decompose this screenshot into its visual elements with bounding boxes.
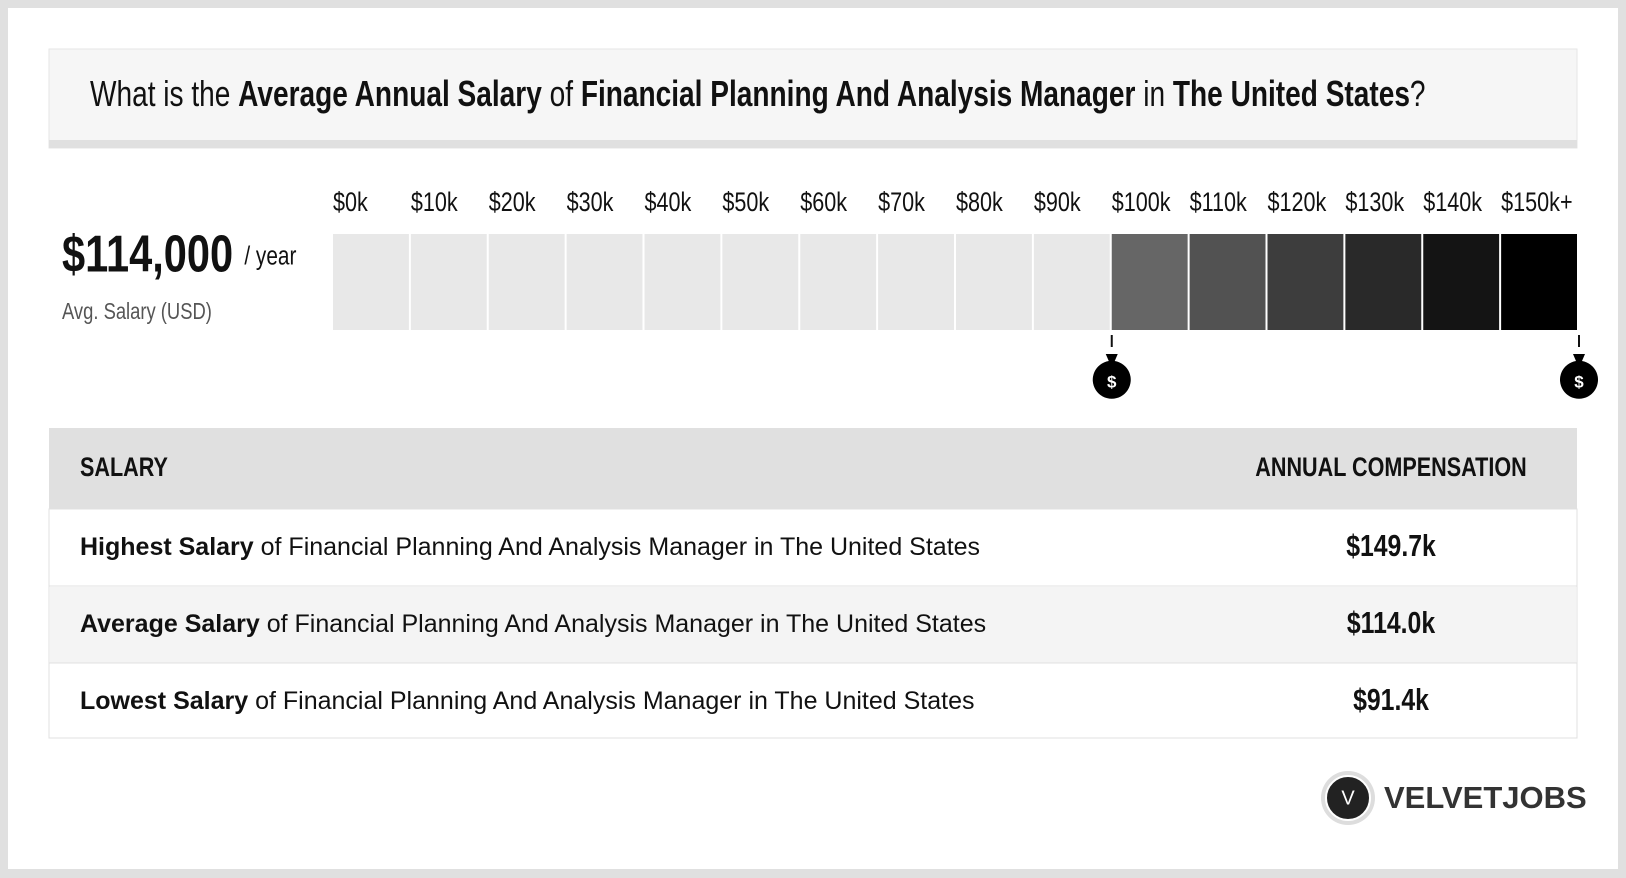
row-value: $91.4k: [1353, 683, 1429, 717]
tick-group: $10k: [411, 188, 459, 218]
title-part: Financial Planning And Analysis Manager: [581, 73, 1136, 113]
tick-group: $0k: [333, 188, 368, 218]
scale-cell: [488, 234, 565, 330]
logo: [1325, 775, 1371, 821]
amount-value: $114,000: [62, 224, 233, 283]
title-part: ?: [1410, 73, 1426, 113]
scale-cell: [410, 234, 487, 330]
tick-group: $60k: [800, 188, 848, 218]
scale-cell: [566, 234, 643, 330]
row-label-bold: Lowest Salary: [80, 687, 248, 715]
scale-cell: [1189, 234, 1266, 330]
money-symbol: $: [1574, 372, 1584, 391]
tick-group: $30k: [567, 188, 615, 218]
row-value: $114.0k: [1347, 606, 1436, 640]
salary-scale: $0k $10k $20k $30k $40k $50k $60k $70k $80k $90k $…: [333, 188, 1599, 399]
scale-cell: [722, 234, 799, 330]
title-part: The United States: [1173, 73, 1410, 113]
tick-group: $130k: [1345, 188, 1405, 218]
tick-label: $80k: [956, 188, 1004, 218]
caption: Avg. Salary (USD): [62, 299, 212, 324]
row-label-rest: of Financial Planning And Analysis Manag…: [260, 610, 986, 638]
row-label-rest: of Financial Planning And Analysis Manag…: [254, 533, 980, 561]
brand-name: VELVETJOBS: [1384, 780, 1587, 815]
scale-cell: [1267, 234, 1344, 330]
scale-cell: [800, 234, 877, 330]
tick-group: $70k: [878, 188, 926, 218]
scale-cell: [1345, 234, 1422, 330]
row-label-bold: Average Salary: [80, 610, 260, 638]
tick-label: $0k: [333, 188, 368, 218]
tick-group: $140k: [1423, 188, 1483, 218]
tick-group: $100k: [1112, 188, 1172, 218]
tick-group: $20k: [489, 188, 537, 218]
scale-cell: [878, 234, 954, 330]
row-value-group: $114.0k: [1347, 606, 1436, 640]
tick-label: $70k: [878, 188, 926, 218]
scale-cell: [333, 234, 409, 330]
title-part: of: [542, 73, 581, 113]
tick-group: $150k+: [1501, 188, 1572, 218]
tick-label: $120k: [1268, 188, 1328, 218]
row-value-group: $149.7k: [1346, 529, 1436, 563]
header-box: [48, 48, 1578, 149]
tick-label: $40k: [645, 188, 693, 218]
table-rows: Highest Salary of Financial Planning And…: [80, 529, 1436, 717]
tick-label: $110k: [1190, 188, 1248, 218]
table-header: [49, 428, 1577, 509]
row-label: Highest Salary of Financial Planning And…: [80, 533, 980, 561]
row-value: $149.7k: [1346, 529, 1436, 563]
amount-unit: / year: [244, 242, 296, 271]
tick-label: $130k: [1345, 188, 1405, 218]
tick-label: $30k: [567, 188, 615, 218]
tick-label: $140k: [1423, 188, 1483, 218]
tick-label: $50k: [722, 188, 770, 218]
tick-label: $100k: [1112, 188, 1172, 218]
title-part: in: [1135, 73, 1172, 113]
tick-label: $10k: [411, 188, 459, 218]
row-label-rest: of Financial Planning And Analysis Manag…: [248, 687, 974, 715]
title-group: What is the Average Annual Salary of Fin…: [90, 73, 1426, 113]
header-underline: [49, 140, 1577, 148]
money-bag: [1560, 354, 1599, 399]
caption-group: Avg. Salary (USD): [62, 299, 212, 324]
table-header-cell: ANNUAL COMPENSATION: [1255, 453, 1526, 483]
tick-label: $90k: [1034, 188, 1082, 218]
row-label: Lowest Salary of Financial Planning And …: [80, 687, 975, 715]
th-group: SALARY: [80, 453, 168, 483]
th-group: ANNUAL COMPENSATION: [1255, 453, 1526, 483]
title-part: What is the: [90, 73, 238, 113]
tick-group: $80k: [956, 188, 1004, 218]
tick-label: $150k+: [1501, 188, 1572, 218]
scale-cell: [644, 234, 721, 330]
title-part: Average Annual Salary: [238, 73, 542, 113]
scale-cell: [1033, 234, 1110, 330]
scale-cell: [1501, 234, 1577, 330]
title: What is the Average Annual Salary of Fin…: [90, 73, 1426, 113]
row-label-bold: Highest Salary: [80, 533, 254, 561]
tick-group: $40k: [645, 188, 693, 218]
row-value-group: $91.4k: [1353, 683, 1429, 717]
scale-cell: [956, 234, 1032, 330]
tick-label: $20k: [489, 188, 537, 218]
row-label: Average Salary of Financial Planning And…: [80, 610, 986, 638]
tick-group: $90k: [1034, 188, 1082, 218]
tick-group: $50k: [722, 188, 770, 218]
tick-group: $110k: [1190, 188, 1248, 218]
amount: $114,000 / year: [62, 224, 297, 283]
tick-group: $120k: [1268, 188, 1328, 218]
logo-letter: V: [1341, 787, 1355, 809]
amount-group: $114,000 / year: [62, 224, 297, 283]
row-stripe: [50, 587, 1576, 663]
scale-cell: [1111, 234, 1188, 330]
tick-label: $60k: [800, 188, 848, 218]
scale-cell: [1423, 234, 1500, 330]
table-header-cell: SALARY: [80, 453, 168, 483]
money-bag: [1092, 354, 1131, 399]
money-symbol: $: [1107, 372, 1117, 391]
